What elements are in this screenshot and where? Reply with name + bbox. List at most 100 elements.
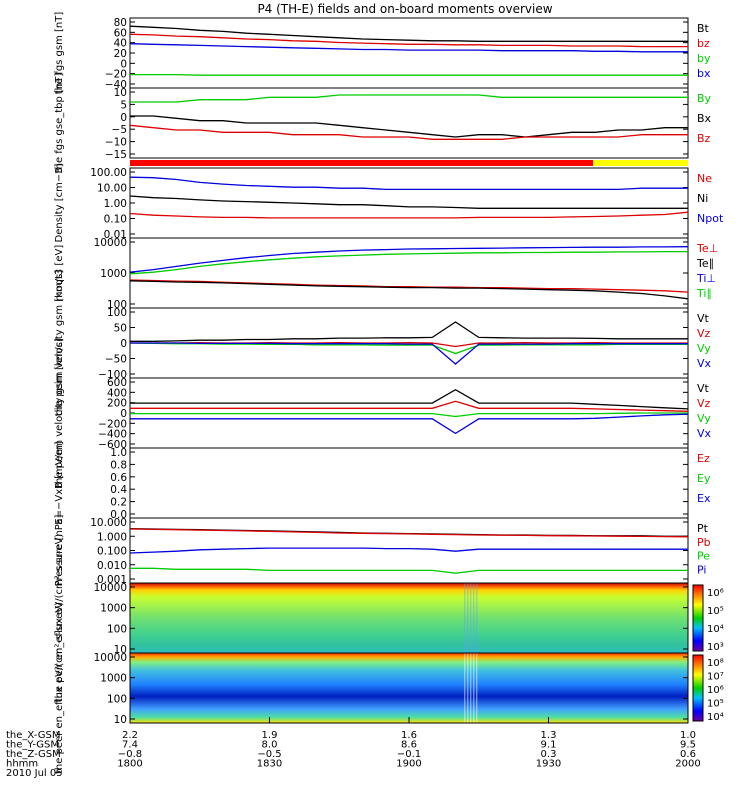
series-line-Vx bbox=[130, 342, 688, 365]
y-tick-label: 0.10 bbox=[104, 214, 127, 226]
y-tick-label: 10 bbox=[114, 644, 127, 656]
y-tick-label: −10 bbox=[105, 137, 127, 149]
series-line-Bt bbox=[129, 25, 688, 42]
spectrogram bbox=[130, 583, 688, 653]
series-line-Vy bbox=[130, 412, 688, 418]
legend-label: Bx bbox=[697, 112, 712, 125]
series-line-Bz bbox=[129, 124, 688, 140]
legend-label: Vz bbox=[697, 327, 711, 340]
y-tick-label: 1000 bbox=[100, 603, 127, 615]
series-line-bx bbox=[129, 43, 688, 53]
panel-frame bbox=[129, 17, 689, 89]
y-tick-label: 10 bbox=[114, 714, 127, 726]
legend-label: Ti∥ bbox=[696, 287, 712, 300]
x-tick-label: 1830 bbox=[257, 759, 282, 770]
y-tick-label: 40 bbox=[114, 38, 127, 50]
y-tick-label: 0.0 bbox=[110, 509, 127, 521]
series-line-Vz bbox=[130, 400, 689, 412]
legend-label: Vt bbox=[697, 312, 710, 325]
y-tick-label: −200 bbox=[98, 418, 127, 430]
x-tick-label: 1.6 bbox=[401, 730, 417, 741]
x-row-label: the_Y-GSM bbox=[6, 740, 59, 751]
legend-label: Ez bbox=[697, 452, 710, 465]
y-axis-label: the peir en_eflux eV/(cm²-s-sr-eV) bbox=[54, 534, 65, 703]
y-tick-label: 0.2 bbox=[110, 497, 127, 509]
legend-label: Vx bbox=[697, 357, 712, 370]
legend-label: Ti⊥ bbox=[696, 272, 716, 285]
y-tick-label: 0.010 bbox=[97, 560, 127, 572]
x-tick-label: −0.5 bbox=[257, 749, 281, 760]
x-tick-label: 1.3 bbox=[541, 730, 557, 741]
legend-label: Vx bbox=[697, 427, 712, 440]
y-tick-label: 0.6 bbox=[110, 472, 127, 484]
y-tick-label: 10000 bbox=[94, 237, 127, 249]
y-tick-label: 10.000 bbox=[90, 517, 127, 529]
y-axis-label: the peim velocity gsm [km/s] bbox=[54, 270, 65, 417]
colorbar-label: 10⁵ bbox=[707, 699, 724, 710]
x-tick-label: 1930 bbox=[536, 759, 561, 770]
x-tick-label: −0.1 bbox=[397, 749, 421, 760]
spectrogram bbox=[130, 653, 688, 723]
y-tick-label: 1.00 bbox=[104, 198, 127, 210]
panel-frame bbox=[129, 447, 689, 519]
series-line-Vy bbox=[129, 342, 688, 355]
y-tick-label: 1.000 bbox=[97, 531, 127, 543]
y-tick-label: 100 bbox=[107, 693, 127, 705]
x-tick-label: 2000 bbox=[675, 759, 700, 770]
legend-label: Te⊥ bbox=[696, 242, 718, 255]
legend-label: Pi bbox=[697, 563, 706, 576]
legend-label: by bbox=[697, 52, 711, 65]
panel-9: 10000 1000 100 10 the peer en_eflux eV/(cm²-… bbox=[54, 602, 724, 774]
colorbar-label: 10⁶ bbox=[707, 685, 724, 696]
legend-label: Bt bbox=[697, 22, 710, 35]
legend-label: Vz bbox=[697, 397, 711, 410]
series-line-bz bbox=[129, 33, 688, 48]
series-line-Vt bbox=[130, 388, 689, 410]
legend-label: Vt bbox=[697, 382, 710, 395]
y-tick-label: −400 bbox=[98, 429, 127, 441]
y-axis-label: Pressure [nPa] bbox=[54, 515, 65, 587]
x-row-label: hhmm bbox=[6, 759, 38, 770]
y-tick-label: −50 bbox=[105, 354, 127, 366]
x-row-label: the_Z-GSM bbox=[6, 749, 61, 760]
legend-label: Te∥ bbox=[696, 257, 714, 270]
x-tick-label: 1800 bbox=[117, 759, 142, 770]
y-tick-label: 0.8 bbox=[110, 459, 127, 471]
colorbar-label: 10⁸ bbox=[707, 658, 724, 669]
y-tick-label: 60 bbox=[114, 27, 127, 39]
series-line-Npot bbox=[129, 176, 688, 191]
y-tick-label: 80 bbox=[114, 17, 127, 29]
panel-3: 10000 1000 100 moqt3 [eV] Te⊥ Te∥ Ti⊥ Ti∥ bbox=[54, 237, 718, 311]
y-tick-label: 0.4 bbox=[110, 484, 127, 496]
legend-label: Ey bbox=[697, 472, 711, 485]
y-tick-label: 20 bbox=[114, 48, 127, 60]
y-tick-label: −600 bbox=[98, 439, 127, 451]
y-tick-label: 10 bbox=[114, 87, 127, 99]
y-tick-label: 0.100 bbox=[97, 546, 127, 558]
legend-label: By bbox=[697, 92, 712, 105]
legend-label: Pb bbox=[697, 536, 711, 549]
y-tick-label: −15 bbox=[105, 149, 127, 161]
y-tick-label: 1000 bbox=[100, 268, 127, 280]
y-tick-label: 600 bbox=[107, 377, 127, 389]
series-line-Pb bbox=[129, 528, 689, 538]
panel-frame bbox=[129, 167, 689, 239]
y-axis-label: the fgs gsm [nT] bbox=[54, 12, 65, 95]
panel-7: 10.000 1.000 0.100 0.010 0.001 Pressure [nPa]… bbox=[54, 515, 711, 587]
x-tick-label: −0.8 bbox=[118, 749, 142, 760]
series-line-Te⊥ bbox=[129, 279, 689, 293]
x-tick-label: 1.9 bbox=[262, 730, 278, 741]
series-line-Bx bbox=[130, 115, 688, 138]
legend-label: Pt bbox=[697, 522, 709, 535]
x-row-label: the_X-GSM bbox=[6, 730, 60, 741]
series-line-Ti⊥ bbox=[129, 246, 689, 273]
y-tick-label: −100 bbox=[98, 369, 127, 381]
y-tick-label: 0 bbox=[120, 112, 127, 124]
y-axis-label: the peem velocity gsm [km/s] bbox=[54, 338, 65, 488]
series-line-By bbox=[130, 94, 688, 103]
y-tick-label: 0.01 bbox=[104, 229, 127, 241]
panel-frame bbox=[129, 517, 689, 584]
panel-2: 100.00 10.00 1.00 0.10 0.01 Density [cm−3] Ne N… bbox=[54, 163, 724, 242]
